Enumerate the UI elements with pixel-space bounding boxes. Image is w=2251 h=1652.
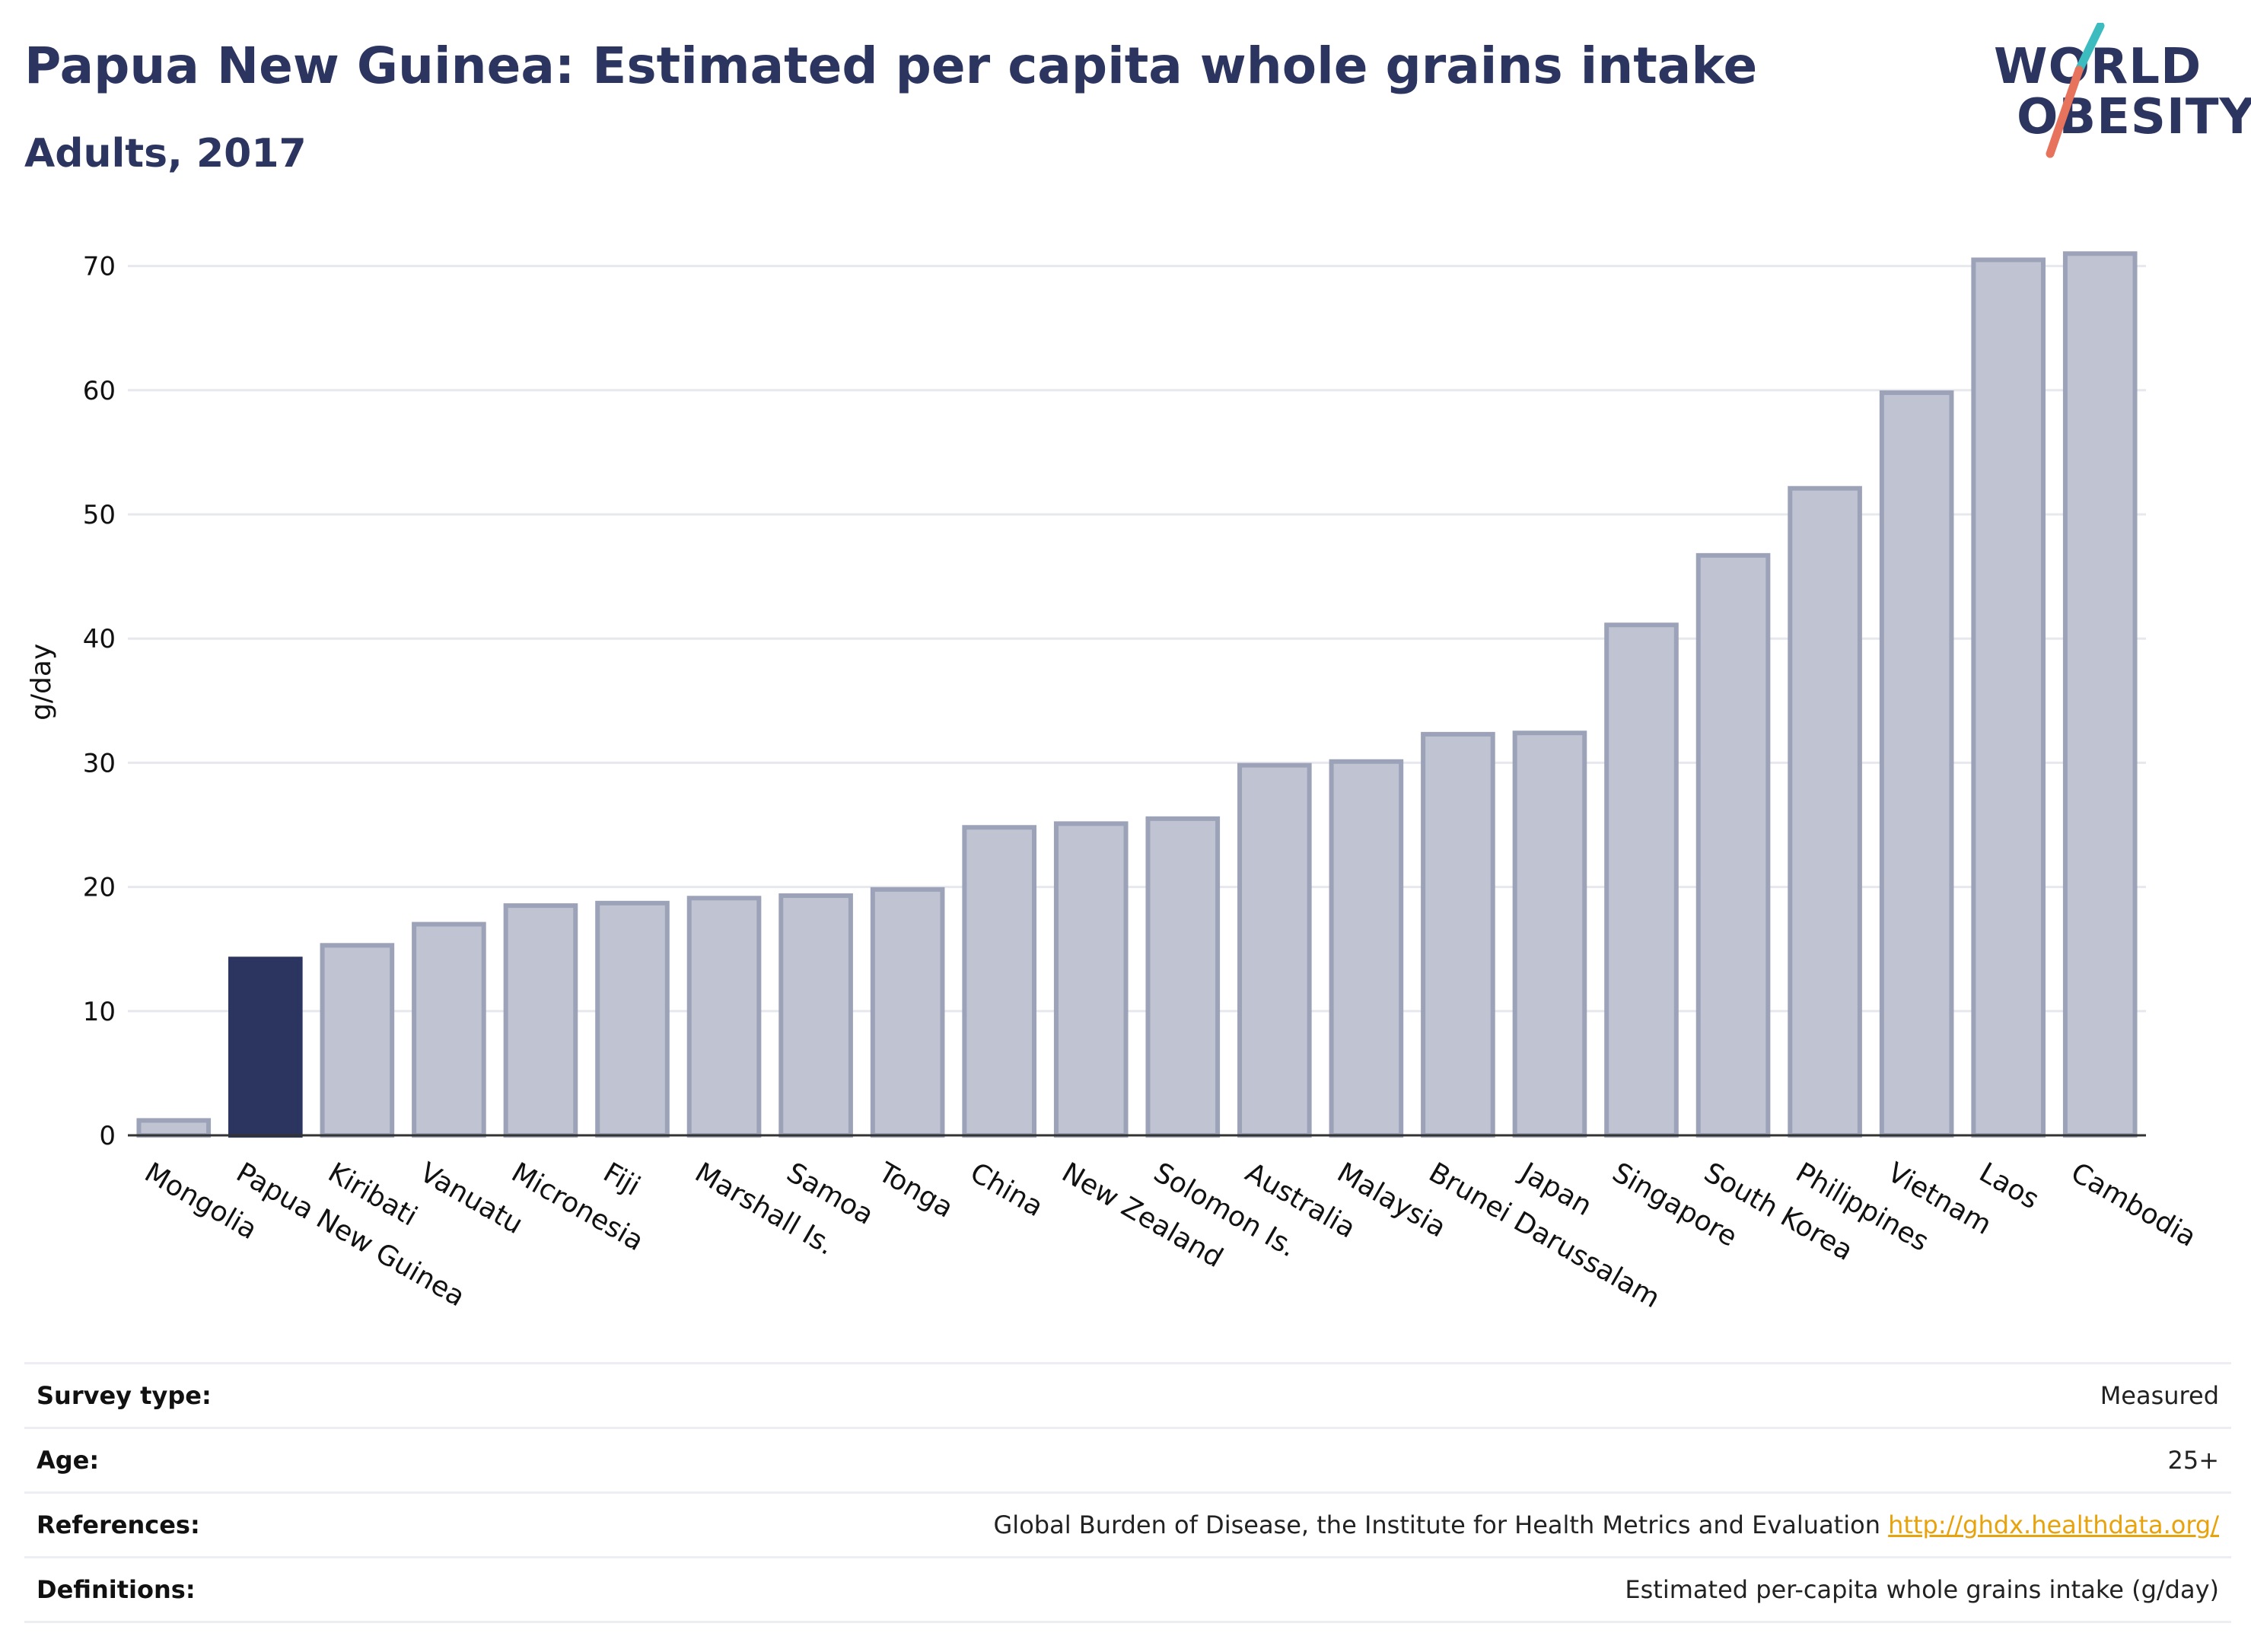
bars xyxy=(136,251,2138,1138)
references-label: References: xyxy=(37,1510,200,1539)
bar-tonga xyxy=(870,886,945,1138)
meta-row-survey-type: Survey type: Measured xyxy=(24,1362,2231,1427)
metadata-table: Survey type: Measured Age: 25+ Reference… xyxy=(24,1362,2231,1623)
logo-line-1: WORLD xyxy=(1994,39,2202,95)
x-tick-label: Fiji xyxy=(598,1157,645,1202)
bar-samoa xyxy=(778,893,853,1138)
y-tick-label: 70 xyxy=(83,252,116,282)
references-text: Global Burden of Disease, the Institute … xyxy=(993,1510,1880,1539)
age-value: 25+ xyxy=(2167,1446,2219,1475)
bar-solomon-is xyxy=(1145,816,1221,1138)
meta-row-age: Age: 25+ xyxy=(24,1427,2231,1491)
bar-philippines xyxy=(1788,485,1862,1138)
y-tick-label: 30 xyxy=(83,748,116,778)
bar-vietnam xyxy=(1879,390,1954,1138)
y-tick-label: 0 xyxy=(99,1121,116,1151)
logo-slash-icon xyxy=(2046,23,2105,158)
x-tick-label: Vanuatu xyxy=(415,1157,528,1240)
bar-marshall-is xyxy=(686,896,762,1138)
y-tick-labels: 0 10 20 30 40 50 60 70 xyxy=(83,252,116,1151)
definitions-label: Definitions: xyxy=(37,1575,196,1604)
bar-malaysia xyxy=(1329,759,1404,1138)
x-tick-label: China xyxy=(965,1157,1049,1223)
bar-new-zealand xyxy=(1053,821,1129,1138)
bar-cambodia xyxy=(2062,251,2138,1138)
age-label: Age: xyxy=(37,1446,100,1475)
bar-china xyxy=(962,825,1036,1138)
meta-row-definitions: Definitions: Estimated per-capita whole … xyxy=(24,1556,2231,1623)
bar-japan xyxy=(1512,731,1587,1138)
bar-brunei-darussalam xyxy=(1421,731,1495,1138)
bar-south-korea xyxy=(1695,552,1771,1138)
bar-kiribati xyxy=(320,943,395,1138)
y-tick-label: 10 xyxy=(83,997,116,1027)
survey-type-label: Survey type: xyxy=(37,1381,212,1410)
y-axis-label: g/day xyxy=(26,644,57,721)
bar-micronesia xyxy=(503,903,578,1138)
survey-type-value: Measured xyxy=(2100,1381,2219,1410)
y-tick-label: 60 xyxy=(83,376,116,406)
bar-fiji xyxy=(595,900,670,1138)
chart-title: Papua New Guinea: Estimated per capita w… xyxy=(24,37,1758,95)
chart-subtitle: Adults, 2017 xyxy=(24,131,307,177)
y-tick-label: 20 xyxy=(83,873,116,903)
bar-australia xyxy=(1237,762,1312,1138)
bar-mongolia xyxy=(136,1118,212,1138)
x-tick-label: Tonga xyxy=(872,1157,958,1224)
meta-row-references: References: Global Burden of Disease, th… xyxy=(24,1491,2231,1556)
y-tick-label: 50 xyxy=(83,500,116,530)
bar-vanuatu xyxy=(412,921,486,1138)
x-tick-label: New Zealand xyxy=(1056,1157,1227,1274)
world-obesity-logo: WORLD OBESITY xyxy=(1986,23,2251,160)
bar-papua-new-guinea xyxy=(228,957,303,1138)
references-value: Global Burden of Disease, the Institute … xyxy=(994,1510,2232,1539)
definitions-value: Estimated per-capita whole grains intake… xyxy=(1625,1575,2219,1604)
bar-singapore xyxy=(1604,622,1679,1138)
bar-laos xyxy=(1971,257,2046,1138)
y-tick-label: 40 xyxy=(83,624,116,654)
references-link[interactable]: http://ghdx.healthdata.org/ xyxy=(1888,1510,2219,1539)
x-tick-label: Cambodia xyxy=(2065,1157,2201,1253)
